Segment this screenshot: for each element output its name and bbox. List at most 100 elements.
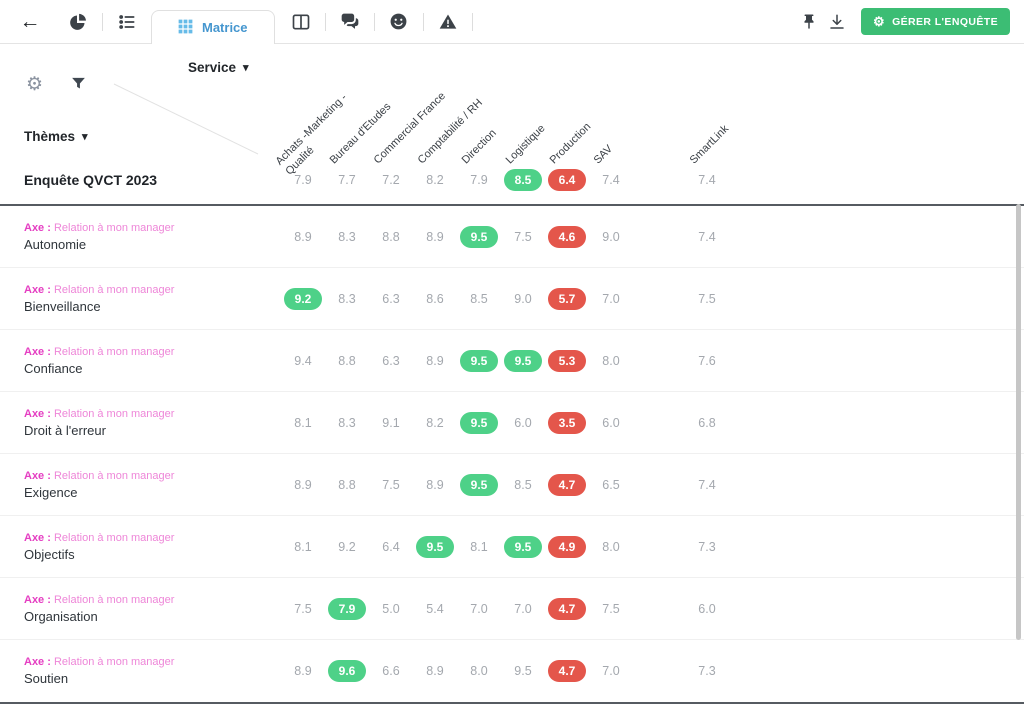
score-value: 7.0 [470, 601, 488, 616]
vertical-scrollbar[interactable] [1016, 204, 1021, 640]
score-value: 8.9 [294, 664, 312, 678]
score-value: 8.9 [426, 477, 444, 492]
row-dimension-dropdown[interactable]: Thèmes ▾ [24, 129, 88, 144]
toolbar-separator [102, 12, 103, 31]
smiley-tab-icon[interactable] [385, 8, 413, 36]
warning-tab-icon[interactable] [434, 8, 462, 36]
score-value: 8.1 [470, 539, 488, 554]
score-value: 6.3 [382, 353, 400, 368]
toolbar-separator [373, 12, 375, 31]
score-pill: 3.5 [548, 411, 586, 434]
manage-survey-button[interactable]: ⚙ GÉRER L'ENQUÊTE [861, 8, 1010, 35]
score-pill: 4.6 [548, 225, 586, 248]
score-value: 7.5 [382, 477, 400, 492]
score-value: 7.2 [382, 173, 400, 187]
score-value: 6.5 [602, 477, 620, 492]
toolbar-separator [422, 12, 424, 31]
matrix-grid-icon [178, 19, 193, 37]
pie-chart-tab-icon[interactable] [64, 8, 92, 36]
row-label: Axe : Relation à mon manager Objectifs [24, 532, 280, 562]
pin-icon[interactable] [795, 8, 823, 36]
score-value: 8.8 [338, 353, 356, 368]
score-pill: 4.7 [548, 597, 586, 620]
score-pill: 9.5 [460, 225, 498, 248]
score-value: 8.6 [426, 291, 444, 306]
score-pill: 9.5 [504, 535, 542, 558]
row-axis-category: Axe : Relation à mon manager [24, 469, 175, 482]
toolbar: ← Matrice [0, 0, 1024, 44]
score-value: 7.4 [698, 173, 716, 187]
back-button[interactable]: ← [14, 8, 46, 36]
manage-survey-button-label: GÉRER L'ENQUÊTE [892, 15, 998, 28]
score-value: 8.3 [338, 291, 356, 306]
row-theme-label: Enquête QVCT 2023 [24, 172, 158, 188]
score-value: 7.9 [470, 173, 488, 187]
score-value: 6.8 [698, 415, 716, 430]
comments-tab-icon[interactable] [336, 8, 364, 36]
row-theme-label: Exigence [24, 484, 78, 500]
score-pill: 9.2 [284, 287, 322, 310]
score-pill: 7.9 [328, 597, 366, 620]
matrix-row: Axe : Relation à mon manager Bienveillanc… [0, 268, 1024, 330]
row-axis-category: Axe : Relation à mon manager [24, 593, 175, 606]
score-value: 7.6 [698, 353, 716, 368]
score-value: 7.4 [698, 229, 716, 244]
row-axis-category: Axe : Relation à mon manager [24, 345, 175, 358]
score-pill: 5.7 [548, 287, 586, 310]
score-pill: 9.5 [504, 349, 542, 372]
score-value: 7.0 [514, 601, 532, 616]
column-dimension-label: Service [188, 60, 237, 75]
score-value: 7.9 [294, 173, 312, 187]
matrix-row: Axe : Relation à mon manager Organisation… [0, 578, 1024, 640]
toolbar-separator [471, 12, 473, 31]
score-value: 7.5 [294, 601, 312, 616]
settings-gear-icon[interactable]: ⚙ [26, 74, 44, 95]
score-value: 7.7 [338, 173, 356, 187]
score-pill: 4.7 [548, 473, 586, 496]
score-value: 8.9 [426, 664, 444, 678]
list-tab-icon[interactable] [113, 8, 141, 36]
row-theme-label: Autonomie [24, 236, 87, 252]
row-theme-label: Droit à l'erreur [24, 422, 106, 438]
score-pill: 9.5 [460, 473, 498, 496]
score-value: 9.0 [602, 229, 620, 244]
matrix-body: Enquête QVCT 2023 7.9 7.7 7.2 8.2 7.9 8.5 6.4 7.… [0, 156, 1024, 704]
row-theme-label: Soutien [24, 671, 69, 686]
score-value: 7.3 [698, 539, 716, 554]
gear-icon: ⚙ [873, 14, 886, 29]
columns-tab-icon[interactable] [287, 8, 315, 36]
score-value: 9.0 [514, 291, 532, 306]
filter-icon[interactable] [70, 75, 87, 97]
score-pill: 9.5 [460, 349, 498, 372]
score-pill: 8.5 [504, 169, 542, 191]
row-axis-category: Axe : Relation à mon manager [24, 283, 175, 296]
row-axis-category: Axe : Relation à mon manager [24, 656, 175, 668]
matrix-row: Axe : Relation à mon manager Autonomie 8.9… [0, 206, 1024, 268]
row-label: Axe : Relation à mon manager Organisation [24, 594, 280, 624]
score-value: 7.3 [698, 664, 716, 678]
tab-matrice-label: Matrice [202, 20, 248, 35]
score-pill: 6.4 [548, 169, 586, 191]
back-arrow-icon: ← [19, 9, 41, 33]
row-axis-category: Axe : Relation à mon manager [24, 221, 175, 234]
score-value: 9.4 [294, 353, 312, 368]
score-value: 8.3 [338, 229, 356, 244]
row-axis-category: Axe : Relation à mon manager [24, 407, 175, 420]
row-theme-label: Confiance [24, 360, 83, 376]
matrix-row: Enquête QVCT 2023 7.9 7.7 7.2 8.2 7.9 8.5 6.4 7.… [0, 156, 1024, 206]
download-icon[interactable] [823, 8, 851, 36]
score-value: 8.1 [294, 415, 312, 430]
column-dimension-dropdown[interactable]: Service ▾ [188, 60, 249, 75]
score-value: 6.4 [382, 539, 400, 554]
score-value: 6.6 [382, 664, 400, 678]
tab-matrice[interactable]: Matrice [151, 10, 275, 44]
score-value: 8.9 [426, 353, 444, 368]
score-value: 8.9 [426, 229, 444, 244]
score-pill: 5.3 [548, 349, 586, 372]
score-value: 9.5 [514, 664, 532, 678]
score-value: 7.0 [602, 664, 620, 678]
score-value: 7.4 [602, 173, 620, 187]
score-value: 7.0 [602, 291, 620, 306]
matrix-row: Axe : Relation à mon manager Soutien 8.9 9.… [0, 640, 1024, 702]
